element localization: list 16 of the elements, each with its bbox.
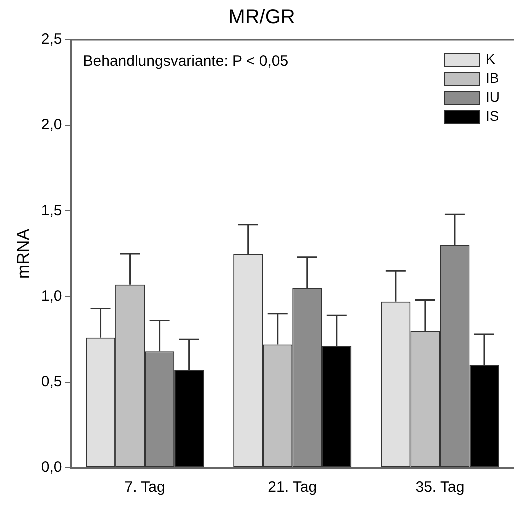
y-tick-label: 2,5 (41, 31, 62, 48)
y-axis-title: mRNA (14, 228, 33, 280)
y-tick-label: 2,0 (41, 116, 62, 134)
x-tick-label: 7. Tag (124, 479, 166, 496)
x-tick-label: 21. Tag (268, 479, 318, 496)
legend-label: K (486, 50, 496, 69)
chart-title: MR/GR (228, 6, 296, 29)
y-tick-label: 1,0 (41, 288, 62, 305)
annotation: Behandlungsvariante: P < 0,05 (83, 53, 289, 70)
legend-label: IU (486, 88, 500, 107)
y-tick-label: 0,5 (41, 374, 62, 391)
legend-label: IB (486, 69, 500, 88)
legend-label: IS (486, 107, 500, 126)
x-tick-label: 35. Tag (416, 479, 465, 496)
y-tick-label: 0,0 (41, 459, 62, 476)
y-tick-label: 1,5 (41, 202, 62, 220)
